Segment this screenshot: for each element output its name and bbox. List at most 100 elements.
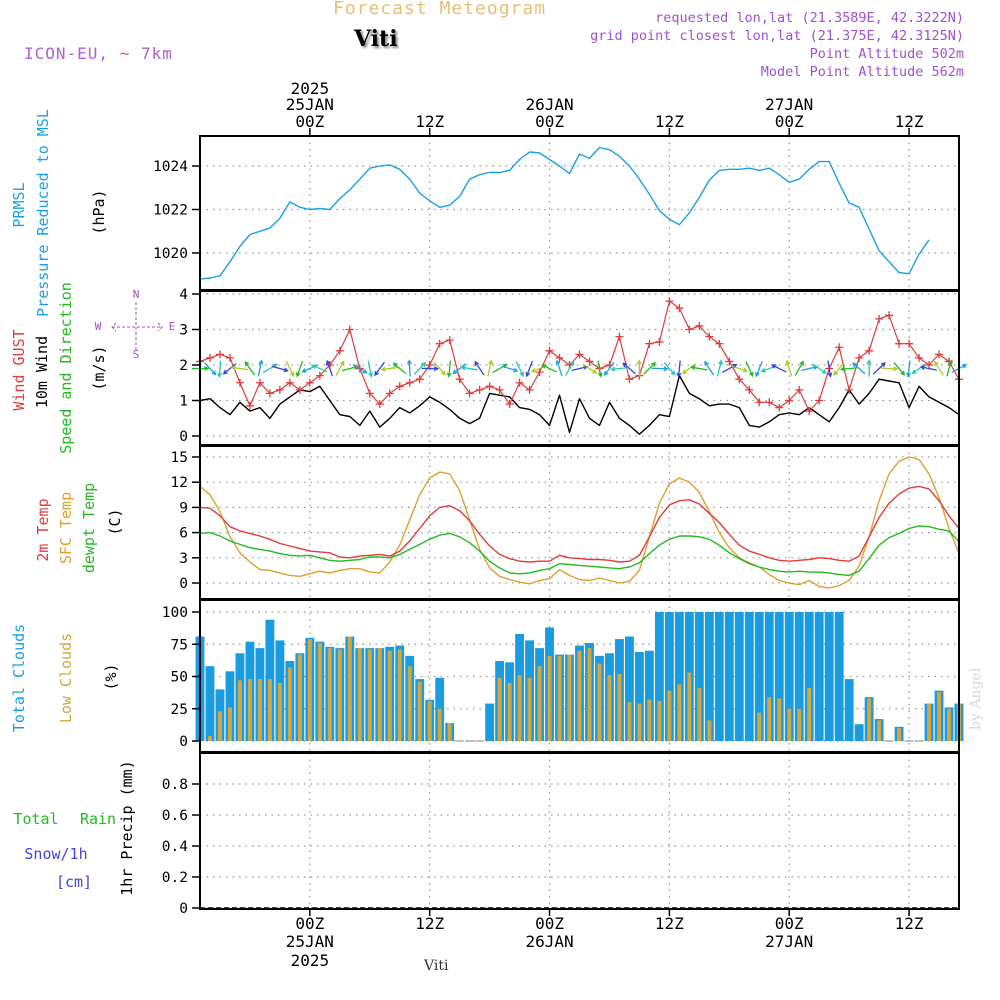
low-cloud-bar — [287, 667, 292, 741]
wind-direction-arrow — [582, 363, 597, 374]
wind-gust-marker — [225, 353, 234, 362]
wind-direction-arrowhead — [651, 361, 657, 367]
total-clouds-label: Total Clouds — [10, 624, 28, 732]
wind-direction-arrowhead — [597, 372, 603, 378]
wind-direction-arrow — [218, 360, 222, 377]
wind-direction-arrow — [257, 360, 263, 377]
wind-direction-arrowhead — [760, 367, 766, 373]
total-cloud-bar — [485, 703, 495, 741]
wind-direction-arrowhead — [755, 371, 760, 378]
wind-direction-arrow — [272, 365, 288, 372]
wind-direction-arrow — [433, 362, 446, 375]
wind-gust-marker — [785, 396, 794, 405]
top-time-label: 00Z — [535, 112, 564, 131]
low-cloud-bar — [237, 680, 242, 741]
wind-gust-label: Wind GUST — [10, 329, 28, 410]
total-cloud-bar — [644, 650, 654, 741]
wind-direction-arrow — [638, 360, 641, 377]
wind-gust-marker — [705, 332, 714, 341]
wind-direction-arrow — [285, 361, 295, 376]
wind-direction-arrowhead — [833, 370, 839, 376]
low-cloud-bar — [587, 648, 592, 741]
wind-direction-arrowhead — [690, 365, 696, 371]
wind-direction-arrow — [893, 362, 905, 376]
wind-direction-arrowhead — [374, 370, 379, 377]
wind-gust-marker — [455, 375, 464, 384]
top-date-label: 26JAN — [525, 95, 573, 114]
wind-gust-marker — [405, 378, 414, 387]
wind-direction-arrow — [677, 360, 681, 377]
low-cloud-bar — [607, 675, 612, 741]
y-tick-label: 0 — [179, 576, 188, 592]
wind-direction-arrowhead — [283, 367, 289, 373]
wind-direction-arrow — [487, 360, 493, 377]
wind-gust-marker — [315, 371, 324, 380]
wind-direction-arrow — [611, 367, 628, 371]
wind-gust-marker — [875, 314, 884, 323]
wind-direction-arrowhead — [441, 370, 446, 376]
grid-layer — [200, 136, 959, 909]
wind-direction-arrowhead — [392, 362, 398, 368]
wind-direction-arrowhead — [339, 360, 345, 366]
y-tick-label: 15 — [171, 450, 188, 466]
wind-direction-arrow — [872, 362, 886, 375]
bottom-date-label: 26JAN — [525, 932, 573, 951]
wind-gust-marker — [245, 401, 254, 410]
wind-direction-arrow — [352, 363, 367, 374]
top-time-label: 12Z — [415, 112, 444, 131]
low-cloud-bar — [337, 649, 342, 741]
wind-direction-arrow — [691, 366, 708, 371]
wind-gust-marker — [505, 400, 514, 409]
low-cloud-bar — [257, 679, 262, 741]
wind-direction-arrow — [716, 360, 722, 377]
wind-unit-label: (m/s) — [90, 345, 108, 390]
wind-direction-label: Speed and Direction — [57, 282, 75, 454]
precip-unit-label: 1hr Precip (mm) — [118, 760, 136, 895]
bottom-time-label: 00Z — [295, 914, 324, 933]
wind-direction-arrow — [231, 366, 248, 371]
footer-location: Viti — [424, 958, 449, 974]
wind-direction-arrow — [448, 360, 452, 377]
wind-direction-arrowhead — [663, 366, 669, 372]
compass-north-label: N — [133, 288, 140, 301]
low-cloud-bar — [577, 650, 582, 741]
y-tick-label: 12 — [171, 475, 188, 491]
low-cloud-bar — [447, 722, 452, 741]
wind-direction-arrowhead — [204, 366, 210, 372]
low-cloud-bar — [327, 648, 332, 741]
wind-gust-marker — [745, 385, 754, 394]
panel-frame — [199, 135, 960, 291]
wind-direction-arrow — [651, 367, 668, 370]
total-cloud-bar — [814, 612, 824, 741]
wind-direction-arrow — [312, 364, 328, 373]
total-cloud-bar — [634, 651, 644, 741]
total-cloud-bar — [844, 679, 854, 741]
wind-direction-arrowhead — [541, 364, 547, 369]
wind-direction-arrowhead — [947, 359, 953, 365]
total-cloud-bar — [205, 666, 215, 741]
wind-gust-marker — [395, 382, 404, 391]
point-altitude: Point Altitude 502m — [809, 46, 964, 62]
wind-gust-marker — [235, 378, 244, 387]
top-year-label: 2025 — [291, 79, 330, 98]
wind-direction-arrow — [571, 365, 588, 372]
location-title: Viti — [354, 26, 398, 52]
data-layer — [192, 146, 968, 909]
wind-direction-arrow — [755, 360, 763, 377]
wind-gust-marker — [765, 398, 774, 407]
wind-direction-arrowhead — [295, 372, 301, 378]
text-layer: 1020102210240123403691215025507510000.20… — [10, 79, 924, 970]
wind-direction-arrowhead — [555, 359, 561, 365]
wind-direction-arrowhead — [866, 359, 872, 365]
wind-gust-marker — [265, 389, 274, 398]
low-cloud-bar — [218, 711, 222, 741]
wind-direction-arrowhead — [827, 372, 833, 378]
low-cloud-bar — [807, 688, 812, 741]
wind-gust-marker — [515, 378, 524, 387]
wind-direction-arrowhead — [368, 372, 374, 378]
wind-gust-marker — [725, 357, 734, 366]
compass-rose — [111, 302, 163, 352]
wind-direction-arrowhead — [785, 359, 791, 365]
wind-direction-arrow — [526, 360, 534, 377]
